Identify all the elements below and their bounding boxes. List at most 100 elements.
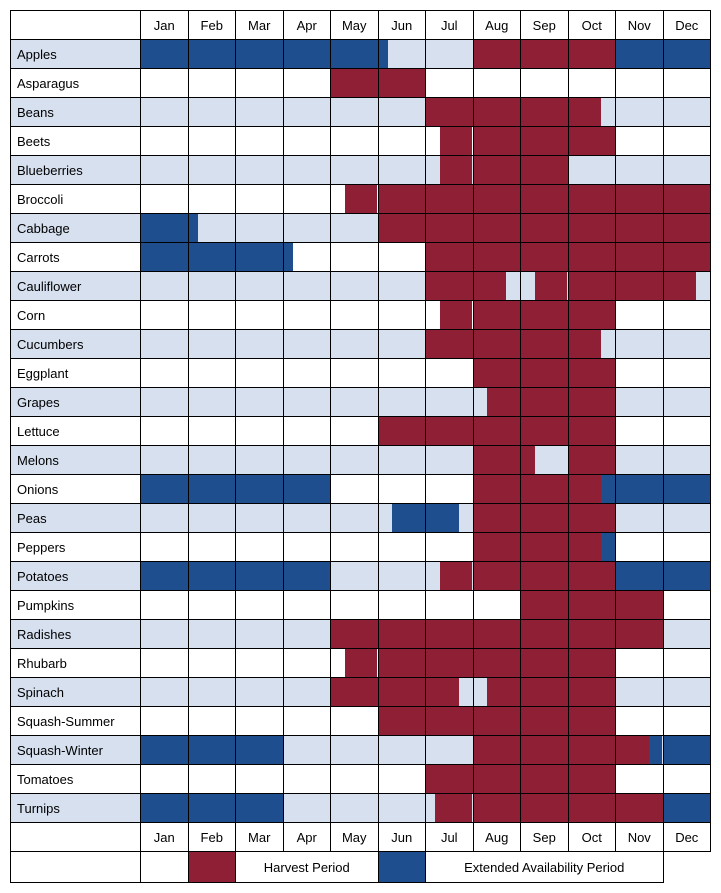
month-header: Nov	[616, 823, 664, 852]
data-cell	[663, 446, 711, 475]
data-cell	[521, 446, 569, 475]
extended-segment	[379, 40, 388, 68]
data-cell	[378, 504, 426, 533]
harvest-segment	[521, 359, 568, 387]
table-row: Beets	[11, 127, 711, 156]
data-cell	[236, 330, 284, 359]
legend-extended-label: Extended Availability Period	[426, 852, 664, 883]
data-cell	[473, 359, 521, 388]
harvest-segment	[569, 591, 616, 619]
data-cell	[473, 98, 521, 127]
data-cell	[331, 98, 379, 127]
data-cell	[141, 301, 189, 330]
harvest-segment	[569, 98, 602, 126]
data-cell	[473, 272, 521, 301]
data-cell	[521, 40, 569, 69]
harvest-segment	[569, 127, 616, 155]
month-header: Dec	[663, 823, 711, 852]
data-cell	[236, 504, 284, 533]
data-cell	[236, 98, 284, 127]
month-header: Oct	[568, 823, 616, 852]
data-cell	[663, 98, 711, 127]
data-cell	[473, 301, 521, 330]
data-cell	[188, 504, 236, 533]
month-header: Feb	[188, 823, 236, 852]
data-cell	[568, 243, 616, 272]
data-cell	[521, 504, 569, 533]
data-cell	[236, 127, 284, 156]
data-cell	[331, 678, 379, 707]
data-cell	[378, 678, 426, 707]
data-cell	[568, 127, 616, 156]
row-label: Beets	[11, 127, 141, 156]
row-label: Lettuce	[11, 417, 141, 446]
harvest-segment	[569, 446, 616, 474]
harvest-segment	[521, 243, 568, 271]
data-cell	[331, 127, 379, 156]
harvest-segment	[379, 678, 426, 706]
harvest-segment	[440, 127, 473, 155]
extended-segment	[141, 475, 188, 503]
extended-segment	[649, 736, 663, 764]
data-cell	[663, 591, 711, 620]
data-cell	[568, 620, 616, 649]
data-cell	[473, 736, 521, 765]
data-cell	[473, 707, 521, 736]
data-cell	[616, 388, 664, 417]
data-cell	[616, 620, 664, 649]
data-cell	[426, 765, 474, 794]
extended-segment	[664, 794, 711, 822]
extended-segment	[189, 794, 236, 822]
data-cell	[283, 243, 331, 272]
data-cell	[521, 127, 569, 156]
extended-segment	[141, 562, 188, 590]
data-cell	[568, 678, 616, 707]
data-cell	[378, 330, 426, 359]
data-cell	[236, 417, 284, 446]
data-cell	[283, 301, 331, 330]
data-cell	[283, 98, 331, 127]
harvest-segment	[521, 649, 568, 677]
table-row: Radishes	[11, 620, 711, 649]
extended-segment	[284, 475, 331, 503]
data-cell	[236, 359, 284, 388]
data-cell	[378, 388, 426, 417]
extended-segment	[141, 794, 188, 822]
table-row: Turnips	[11, 794, 711, 823]
data-cell	[521, 475, 569, 504]
harvest-segment	[331, 678, 378, 706]
data-cell	[141, 794, 189, 823]
harvest-segment	[487, 388, 520, 416]
harvest-segment	[474, 330, 521, 358]
data-cell	[663, 214, 711, 243]
data-cell	[568, 562, 616, 591]
data-cell	[426, 446, 474, 475]
data-cell	[568, 359, 616, 388]
data-cell	[616, 475, 664, 504]
data-cell	[188, 707, 236, 736]
harvest-segment	[345, 185, 378, 213]
data-cell	[663, 156, 711, 185]
month-header: May	[331, 823, 379, 852]
month-header: Sep	[521, 11, 569, 40]
data-cell	[616, 649, 664, 678]
harvest-segment	[521, 504, 568, 532]
data-cell	[521, 98, 569, 127]
data-cell	[521, 417, 569, 446]
table-row: Blueberries	[11, 156, 711, 185]
data-cell	[616, 678, 664, 707]
harvest-segment	[521, 562, 568, 590]
harvest-segment	[474, 446, 521, 474]
data-cell	[663, 707, 711, 736]
data-cell	[616, 243, 664, 272]
harvest-segment	[664, 272, 697, 300]
data-cell	[378, 707, 426, 736]
data-cell	[616, 504, 664, 533]
data-cell	[331, 417, 379, 446]
data-cell	[141, 69, 189, 98]
table-row: Tomatoes	[11, 765, 711, 794]
data-cell	[426, 533, 474, 562]
data-cell	[188, 359, 236, 388]
data-cell	[568, 446, 616, 475]
data-cell	[663, 388, 711, 417]
